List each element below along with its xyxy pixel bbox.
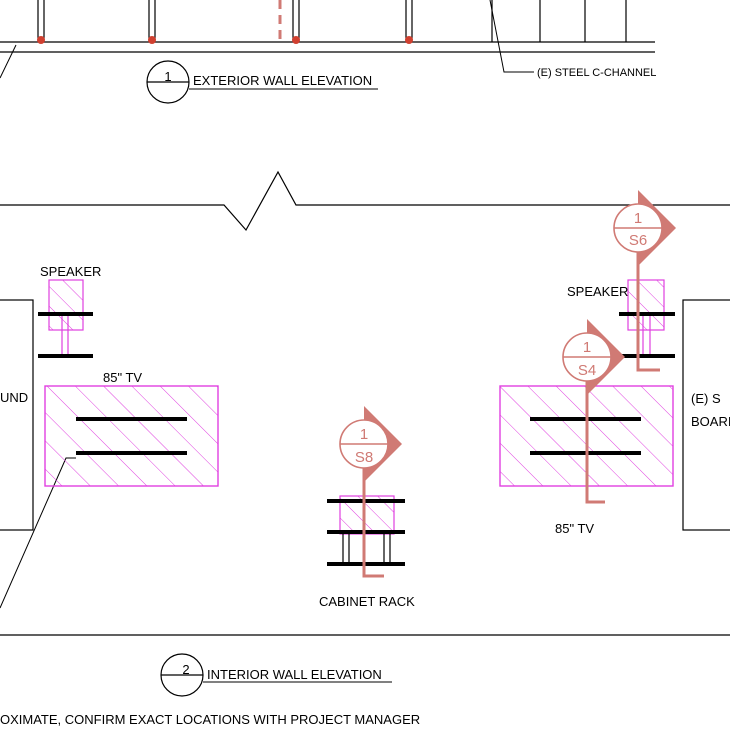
section-cut-s8-sheet: S8 <box>355 449 373 466</box>
right-existing-box <box>682 299 730 531</box>
speaker-right-label: SPEAKER <box>567 284 628 299</box>
elevation-2-title: INTERIOR WALL ELEVATION <box>207 667 382 682</box>
general-note: OXIMATE, CONFIRM EXACT LOCATIONS WITH PR… <box>0 712 420 727</box>
speaker-left-label: SPEAKER <box>40 264 101 279</box>
tv-left-label: 85" TV <box>103 370 142 385</box>
exterior-elevation-drawing <box>0 0 655 79</box>
left-tv <box>44 385 219 487</box>
left-speaker <box>38 279 93 358</box>
right-speaker <box>619 279 675 358</box>
section-cut-s4-number: 1 <box>583 339 591 356</box>
elevation-1-number: 1 <box>164 69 171 84</box>
cabinet-rack-label: CABINET RACK <box>319 594 415 609</box>
right-edge-text-2: BOARI <box>691 414 730 429</box>
left-existing-box <box>0 299 34 531</box>
section-cut-s4-sheet: S4 <box>578 362 596 379</box>
cabinet-rack <box>327 495 405 566</box>
right-edge-text-1: (E) S <box>691 391 721 406</box>
steel-channel-callout: (E) STEEL C-CHANNEL <box>537 67 656 79</box>
section-cut-s8[interactable] <box>339 406 402 578</box>
elevation-2-title-block <box>160 653 392 697</box>
section-cut-s4[interactable] <box>562 319 625 504</box>
section-cut-s6-sheet: S6 <box>629 232 647 249</box>
left-edge-text: UND <box>0 390 28 405</box>
elevation-2-number: 2 <box>182 662 189 677</box>
wall-top-line <box>0 170 730 232</box>
column-base-icons <box>37 36 413 44</box>
section-cut-s8-number: 1 <box>360 426 368 443</box>
tv-right-label: 85" TV <box>555 521 594 536</box>
section-cut-s6-number: 1 <box>634 210 642 227</box>
elevation-1-title-block <box>146 60 378 104</box>
elevation-1-title: EXTERIOR WALL ELEVATION <box>193 73 372 88</box>
section-cut-s6[interactable] <box>613 190 676 372</box>
